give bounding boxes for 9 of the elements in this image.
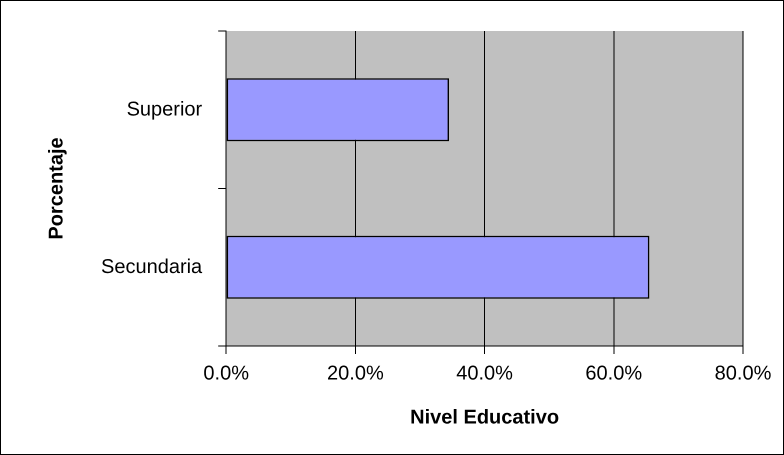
x-tick-label: 60.0%: [585, 362, 642, 385]
x-tick-label: 20.0%: [327, 362, 384, 385]
y-axis-title: Porcentaje: [46, 137, 68, 240]
x-axis-title: Nivel Educativo: [410, 406, 560, 429]
x-tick-label: 0.0%: [203, 362, 250, 385]
x-tick-label: 80.0%: [714, 362, 772, 385]
x-tick-label: 40.0%: [456, 362, 514, 385]
y-tick-label: Secundaria: [100, 256, 204, 278]
y-tick-label: Superior: [126, 98, 203, 120]
